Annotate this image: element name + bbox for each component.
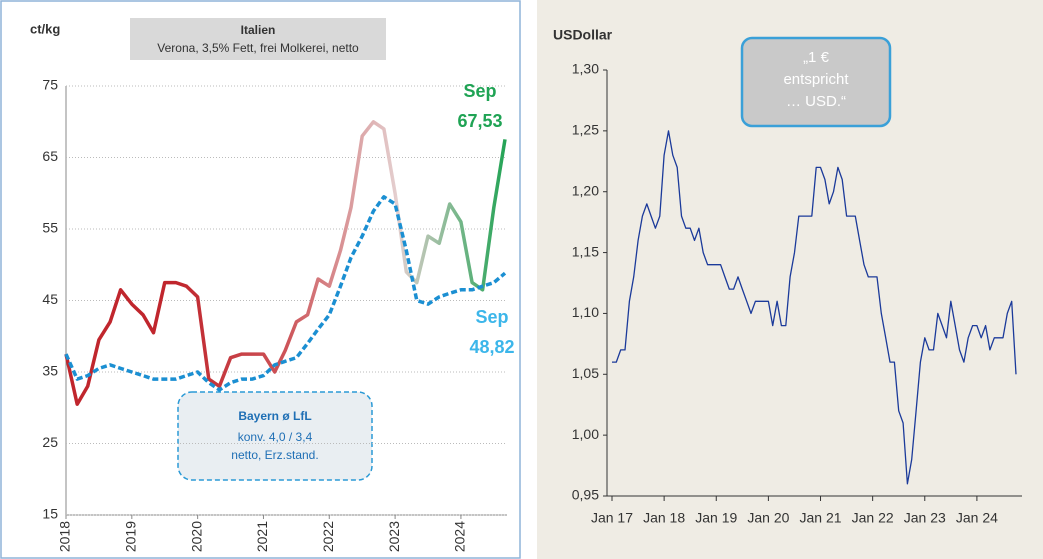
x-tick-label: Jan 22	[852, 510, 894, 526]
y-tick-label: 1,10	[572, 304, 599, 320]
x-tick-label: 2023	[386, 521, 402, 552]
annotation: … USD.“	[786, 93, 846, 110]
series-line	[64, 120, 507, 406]
annotation: „1 €	[803, 49, 830, 66]
y-axis-label: ct/kg	[30, 21, 60, 36]
y-tick-label: 0,95	[572, 487, 599, 503]
series-note: netto, Erz.stand.	[231, 448, 318, 462]
value-label: 67,53	[457, 111, 502, 131]
x-tick-label: 2019	[123, 521, 139, 552]
x-tick-label: Jan 20	[747, 510, 789, 526]
legend-box	[177, 391, 373, 481]
series-note: Verona, 3,5% Fett, frei Molkerei, netto	[157, 41, 359, 55]
y-tick-label: 1,20	[572, 182, 599, 198]
x-tick-label: Jan 21	[799, 510, 841, 526]
end-label: Sep	[463, 81, 496, 101]
value-label: 48,82	[469, 337, 514, 357]
series-name: Bayern ø LfL	[238, 409, 311, 423]
series-name: Italien	[241, 23, 276, 37]
y-tick-label: 75	[42, 77, 58, 93]
y-axis-label: USDollar	[553, 27, 613, 43]
x-tick-label: Jan 18	[643, 510, 685, 526]
x-tick-label: Jan 23	[904, 510, 946, 526]
x-tick-label: 2024	[452, 521, 468, 552]
series-line	[612, 130, 1017, 485]
x-tick-label: Jan 17	[591, 510, 633, 526]
y-tick-label: 1,00	[572, 426, 599, 442]
y-tick-label: 55	[42, 220, 58, 236]
x-tick-label: Jan 24	[956, 510, 998, 526]
y-tick-label: 35	[42, 363, 58, 379]
y-tick-label: 1,15	[572, 243, 599, 259]
y-tick-label: 45	[42, 291, 58, 307]
y-tick-label: 1,05	[572, 365, 599, 381]
x-tick-label: Jan 19	[695, 510, 737, 526]
x-tick-label: 2022	[320, 521, 336, 552]
annotation: entspricht	[783, 71, 849, 88]
x-tick-label: 2018	[57, 521, 73, 552]
y-tick-label: 25	[42, 434, 58, 450]
y-tick-label: 1,25	[572, 122, 599, 138]
series-line	[64, 195, 507, 392]
y-tick-label: 15	[42, 506, 58, 522]
end-label: Sep	[475, 307, 508, 327]
x-tick-label: 2020	[188, 521, 204, 552]
y-tick-label: 65	[42, 148, 58, 164]
annotation-box	[740, 36, 892, 128]
x-tick-label: 2021	[254, 521, 270, 552]
title-box	[130, 18, 386, 60]
series-note: konv. 4,0 / 3,4	[238, 430, 313, 444]
y-tick-label: 1,30	[572, 61, 599, 77]
